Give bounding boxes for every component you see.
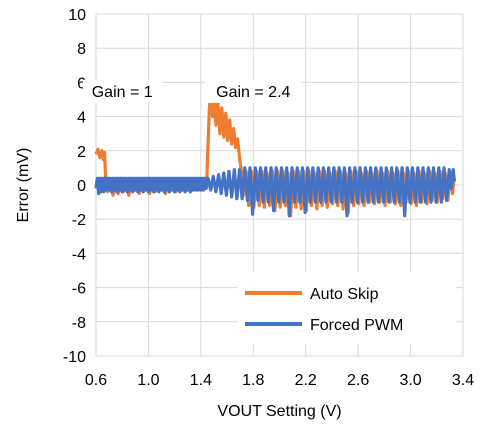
- y-tick-label: 6: [77, 75, 86, 92]
- annotation-label: Gain = 2.4: [216, 84, 290, 101]
- y-tick-label: -4: [72, 246, 86, 263]
- x-tick-label: 3.4: [452, 372, 474, 389]
- y-tick-label: -6: [72, 281, 86, 298]
- legend-box: [238, 272, 456, 344]
- x-tick-label: 2.6: [347, 372, 369, 389]
- x-tick-label: 1.8: [242, 372, 264, 389]
- annotation-background: [82, 79, 162, 103]
- y-tick-label: 2: [77, 144, 86, 161]
- x-axis-title: VOUT Setting (V): [217, 403, 341, 420]
- x-tick-label: 1.0: [137, 372, 159, 389]
- x-tick-label: 0.6: [85, 372, 107, 389]
- y-axis-title: Error (mV): [15, 148, 32, 223]
- annotation-label: Gain = 1: [92, 84, 153, 101]
- annotations: Gain = 1 Gain = 2.4: [82, 79, 302, 103]
- legend-label-forced-pwm: Forced PWM: [310, 317, 403, 334]
- y-tick-label: 0: [77, 178, 86, 195]
- y-tick-label: -8: [72, 315, 86, 332]
- y-tick-label: -2: [72, 212, 86, 229]
- x-tick-label: 2.2: [295, 372, 317, 389]
- y-tick-label: 10: [68, 7, 86, 24]
- series-line-forced-pwm: [94, 166, 457, 218]
- series-group: [94, 92, 457, 218]
- annotation-background: [205, 79, 302, 103]
- y-tick-label: -10: [63, 349, 86, 366]
- y-tick-label: 4: [77, 110, 86, 127]
- x-tick-labels: 0.6 1.0 1.4 1.8 2.2 2.6 3.0 3.4: [85, 372, 474, 389]
- y-tick-label: 8: [77, 41, 86, 58]
- legend: Auto Skip Forced PWM: [238, 272, 456, 344]
- x-tick-label: 1.4: [190, 372, 212, 389]
- legend-label-auto-skip: Auto Skip: [310, 286, 379, 303]
- y-tick-labels: -10 -8 -6 -4 -2 0 2 4 6 8 10: [63, 7, 86, 366]
- x-tick-label: 3.0: [399, 372, 421, 389]
